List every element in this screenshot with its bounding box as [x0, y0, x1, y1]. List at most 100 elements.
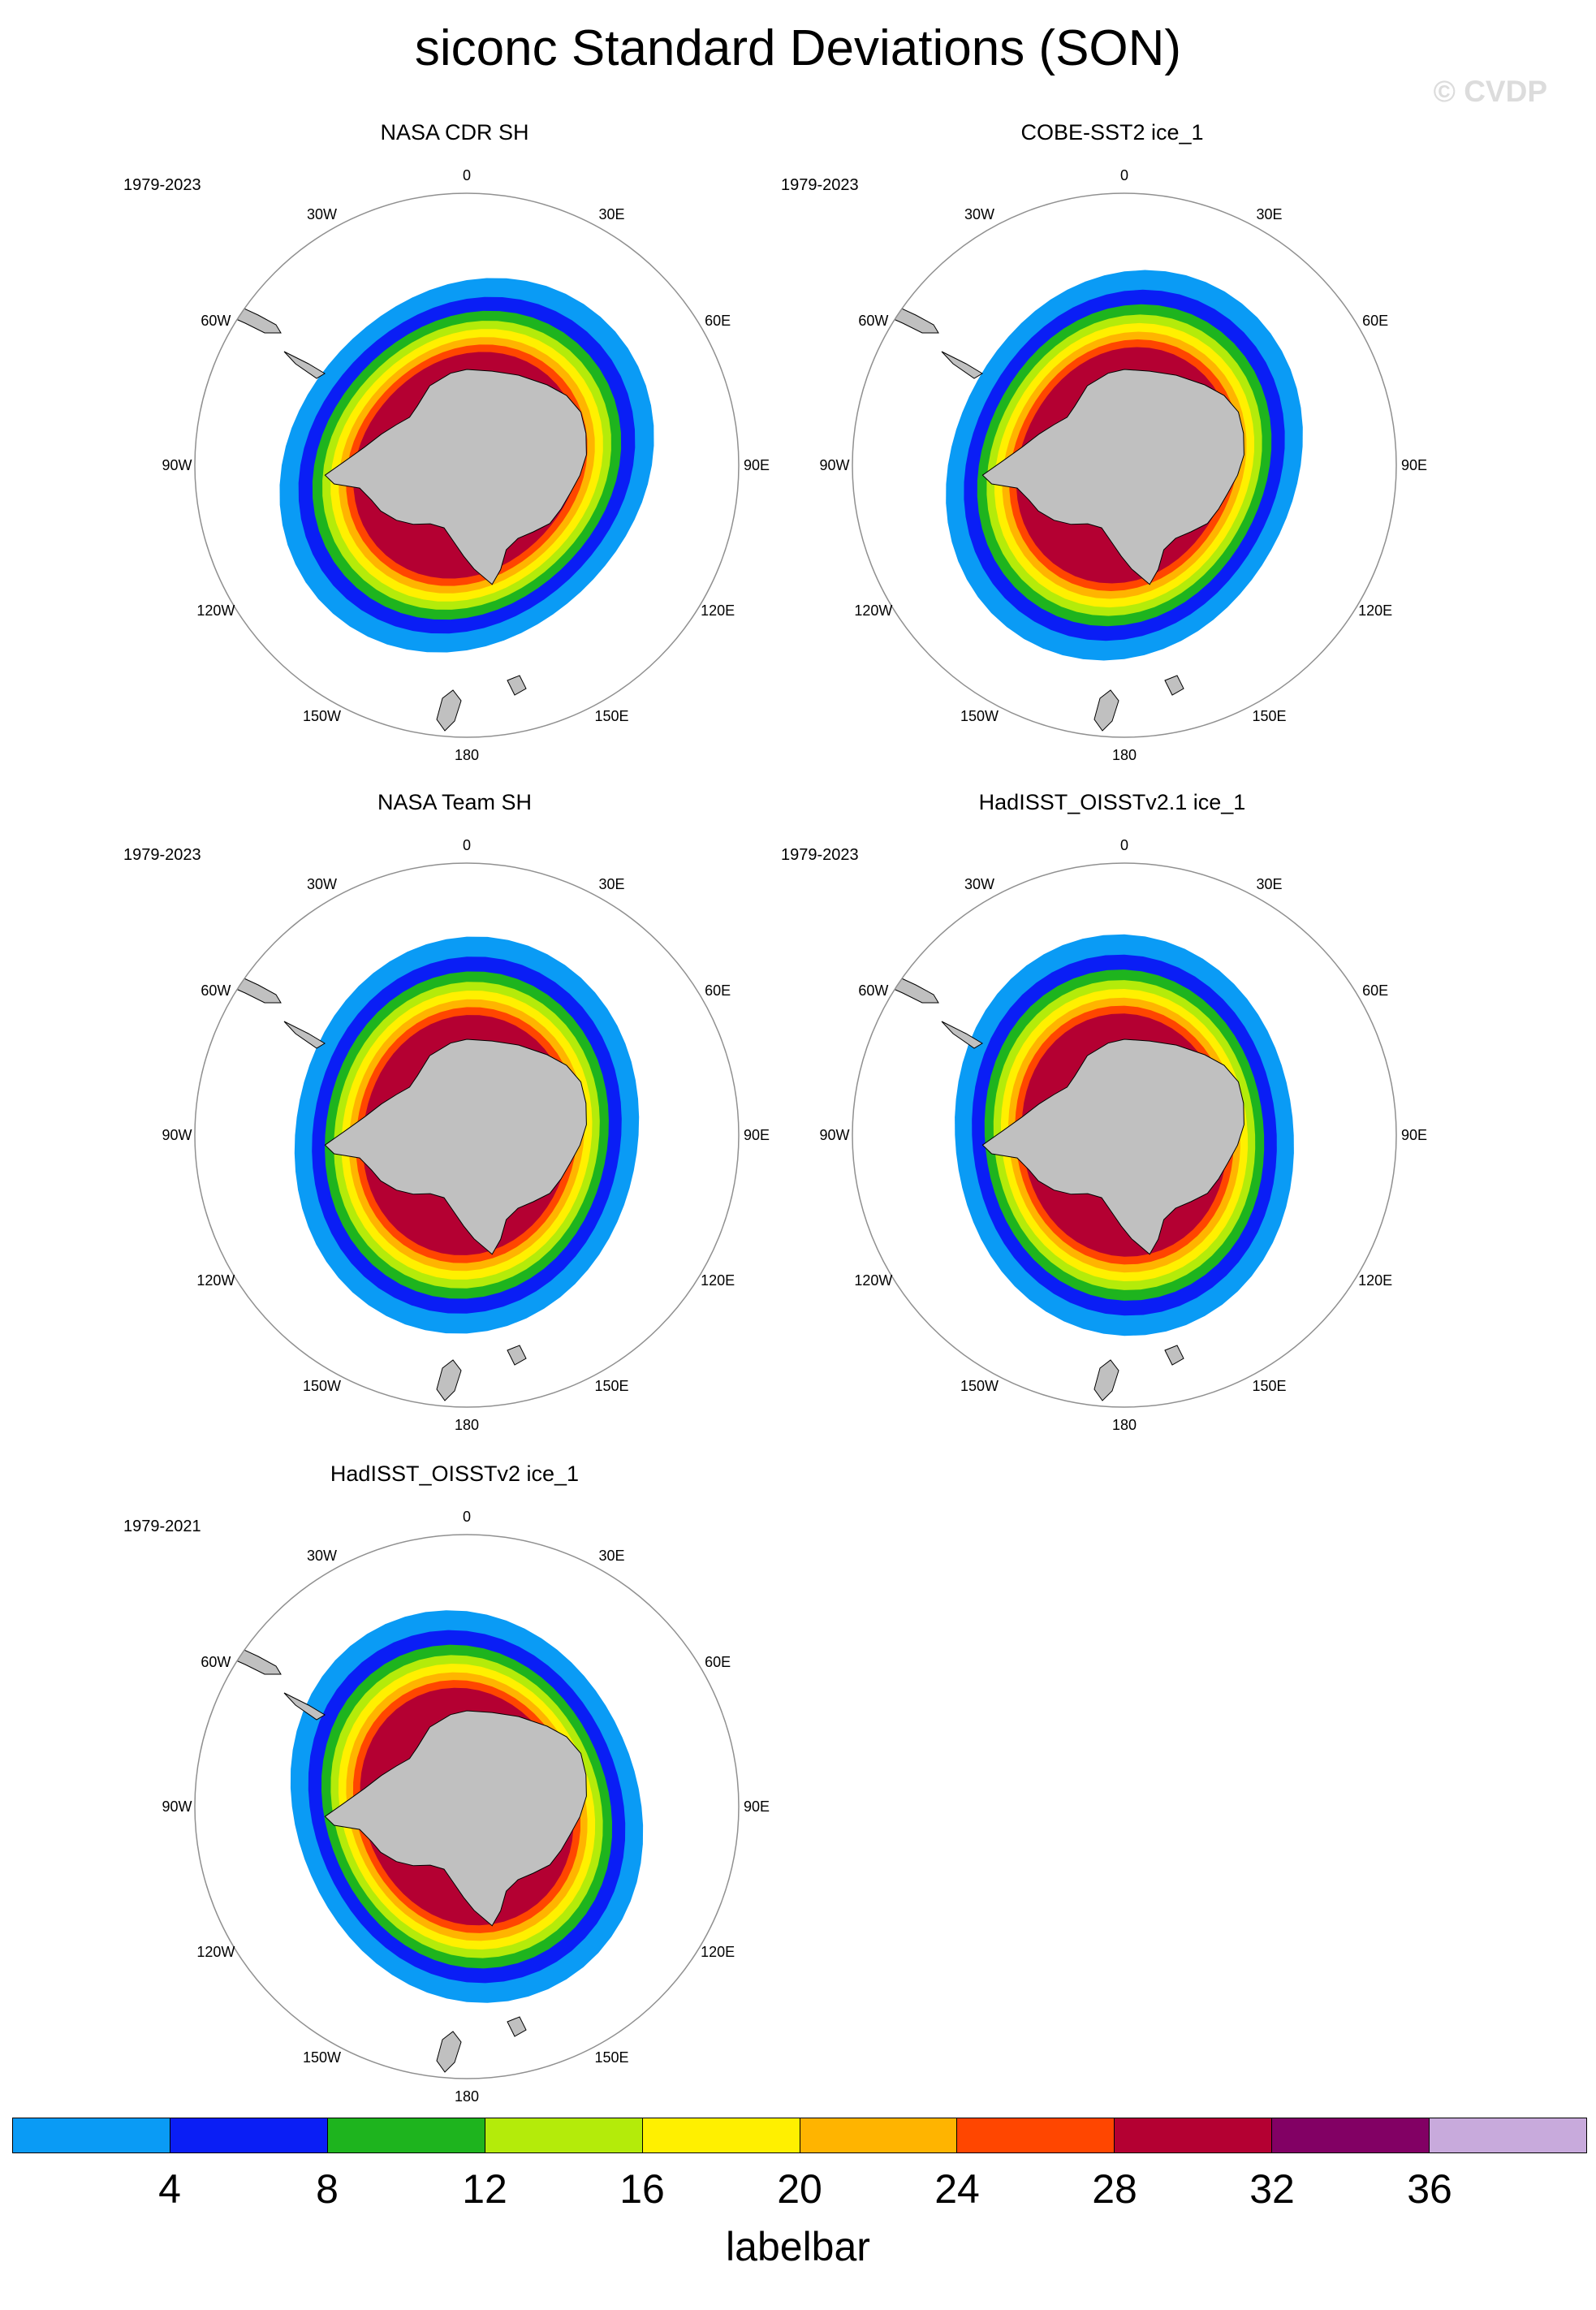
new-zealand-land	[436, 2031, 462, 2073]
map-boundary-circle	[852, 862, 1397, 1408]
longitude-label: 150W	[960, 1378, 999, 1395]
longitude-label: 150E	[594, 2049, 629, 2066]
longitude-label: 60E	[705, 982, 731, 999]
longitude-label: 60W	[201, 312, 231, 329]
labelbar-tick: 36	[1407, 2166, 1452, 2212]
map-content	[209, 936, 640, 1401]
labelbar-title: labelbar	[726, 2224, 870, 2269]
polar-map	[194, 1534, 740, 2079]
period-label: 1979-2023	[781, 846, 859, 864]
labelbar-box	[170, 2118, 328, 2152]
longitude-label: 120E	[701, 1272, 735, 1289]
longitude-label: 0	[1119, 837, 1129, 853]
longitude-label: 30W	[306, 205, 338, 222]
longitude-label: 120W	[854, 1272, 893, 1289]
antarctica-land	[324, 1038, 587, 1255]
map-boundary-circle	[194, 1534, 740, 2079]
labelbar-box	[327, 2118, 485, 2152]
new-zealand-land	[436, 689, 462, 732]
peninsula-land	[283, 1021, 326, 1049]
tasmania-land	[507, 675, 527, 696]
longitude-label: 180	[454, 1417, 480, 1433]
longitude-label: 90W	[819, 1127, 850, 1143]
panel-title: NASA Team SH	[377, 790, 533, 814]
longitude-label: 150E	[1252, 1378, 1287, 1395]
longitude-label: 60E	[1362, 982, 1389, 999]
labelbar-tick: 12	[462, 2166, 507, 2212]
color-labelbar	[12, 2118, 1587, 2153]
longitude-label: 150E	[1252, 708, 1287, 725]
longitude-label: 0	[462, 837, 472, 853]
antarctica-land	[324, 1710, 587, 1927]
longitude-label: 30E	[1256, 205, 1283, 222]
labelbar-tick: 4	[158, 2166, 181, 2212]
new-zealand-land	[1093, 689, 1119, 732]
longitude-label: 60W	[858, 312, 889, 329]
longitude-label: 60W	[858, 982, 889, 999]
longitude-label: 90W	[162, 1127, 192, 1143]
period-label: 1979-2023	[123, 846, 201, 864]
longitude-label: 0	[1119, 167, 1129, 184]
longitude-label: 120W	[196, 1272, 235, 1289]
tasmania-land	[1164, 675, 1184, 696]
peninsula-land	[283, 351, 326, 379]
cvdp-watermark: © CVDP	[1433, 75, 1547, 108]
longitude-label: 180	[454, 747, 480, 763]
new-zealand-land	[436, 1359, 462, 1401]
longitude-label: 30W	[964, 205, 995, 222]
labelbar-box	[1272, 2118, 1430, 2152]
tasmania-land	[507, 2016, 527, 2037]
longitude-label: 120W	[196, 1943, 235, 1960]
antarctica-land	[981, 369, 1244, 585]
labelbar-tick: 8	[316, 2166, 339, 2212]
map-content	[209, 1610, 644, 2073]
longitude-label: 150W	[302, 2049, 342, 2066]
longitude-label: 0	[462, 1509, 472, 1525]
longitude-label: 90E	[743, 1127, 770, 1143]
map-boundary-circle	[852, 192, 1397, 738]
longitude-label: 90E	[743, 1798, 770, 1815]
antarctica-land	[981, 1038, 1244, 1255]
figure-title: siconc Standard Deviations (SON)	[414, 20, 1182, 76]
polar-map	[852, 192, 1397, 738]
labelbar-box	[1430, 2118, 1587, 2152]
labelbar-box	[13, 2118, 170, 2152]
longitude-label: 30E	[1256, 875, 1283, 892]
labelbar-box	[642, 2118, 800, 2152]
longitude-label: 90E	[1400, 1127, 1428, 1143]
map-content	[209, 278, 654, 732]
peninsula-land	[941, 351, 983, 379]
labelbar-tick: 24	[934, 2166, 980, 2212]
longitude-label: 150W	[302, 1378, 342, 1395]
panel-title: COBE-SST2 ice_1	[1020, 120, 1204, 145]
longitude-label: 150E	[594, 1378, 629, 1395]
period-label: 1979-2023	[781, 176, 859, 194]
longitude-label: 0	[462, 167, 472, 184]
longitude-label: 180	[1111, 1417, 1137, 1433]
labelbar-tick: 20	[777, 2166, 822, 2212]
longitude-label: 120E	[701, 602, 735, 619]
labelbar-tick: 32	[1249, 2166, 1295, 2212]
labelbar-box	[957, 2118, 1115, 2152]
longitude-label: 30E	[598, 1547, 625, 1564]
longitude-label: 60E	[705, 1653, 731, 1670]
longitude-label: 150E	[594, 708, 629, 725]
longitude-label: 150W	[302, 708, 342, 725]
period-label: 1979-2021	[123, 1518, 201, 1535]
longitude-label: 90W	[162, 457, 192, 473]
longitude-label: 120E	[1358, 602, 1393, 619]
longitude-label: 180	[1111, 747, 1137, 763]
longitude-label: 30E	[598, 205, 625, 222]
peninsula-land	[941, 1021, 983, 1049]
tasmania-land	[1164, 1345, 1184, 1366]
longitude-label: 60W	[201, 1653, 231, 1670]
tasmania-land	[507, 1345, 527, 1366]
labelbar-tick: 16	[619, 2166, 665, 2212]
longitude-label: 120E	[1358, 1272, 1393, 1289]
antarctica-land	[324, 369, 587, 585]
labelbar-box	[485, 2118, 643, 2152]
panel-title: HadISST_OISSTv2 ice_1	[330, 1462, 580, 1486]
map-panel-hadisst-oisstv2: HadISST_OISSTv2 ice_1 1979-2021 0 30E 60E 9…	[122, 1462, 787, 2127]
longitude-label: 30W	[306, 875, 338, 892]
labelbar-box	[1115, 2118, 1273, 2152]
